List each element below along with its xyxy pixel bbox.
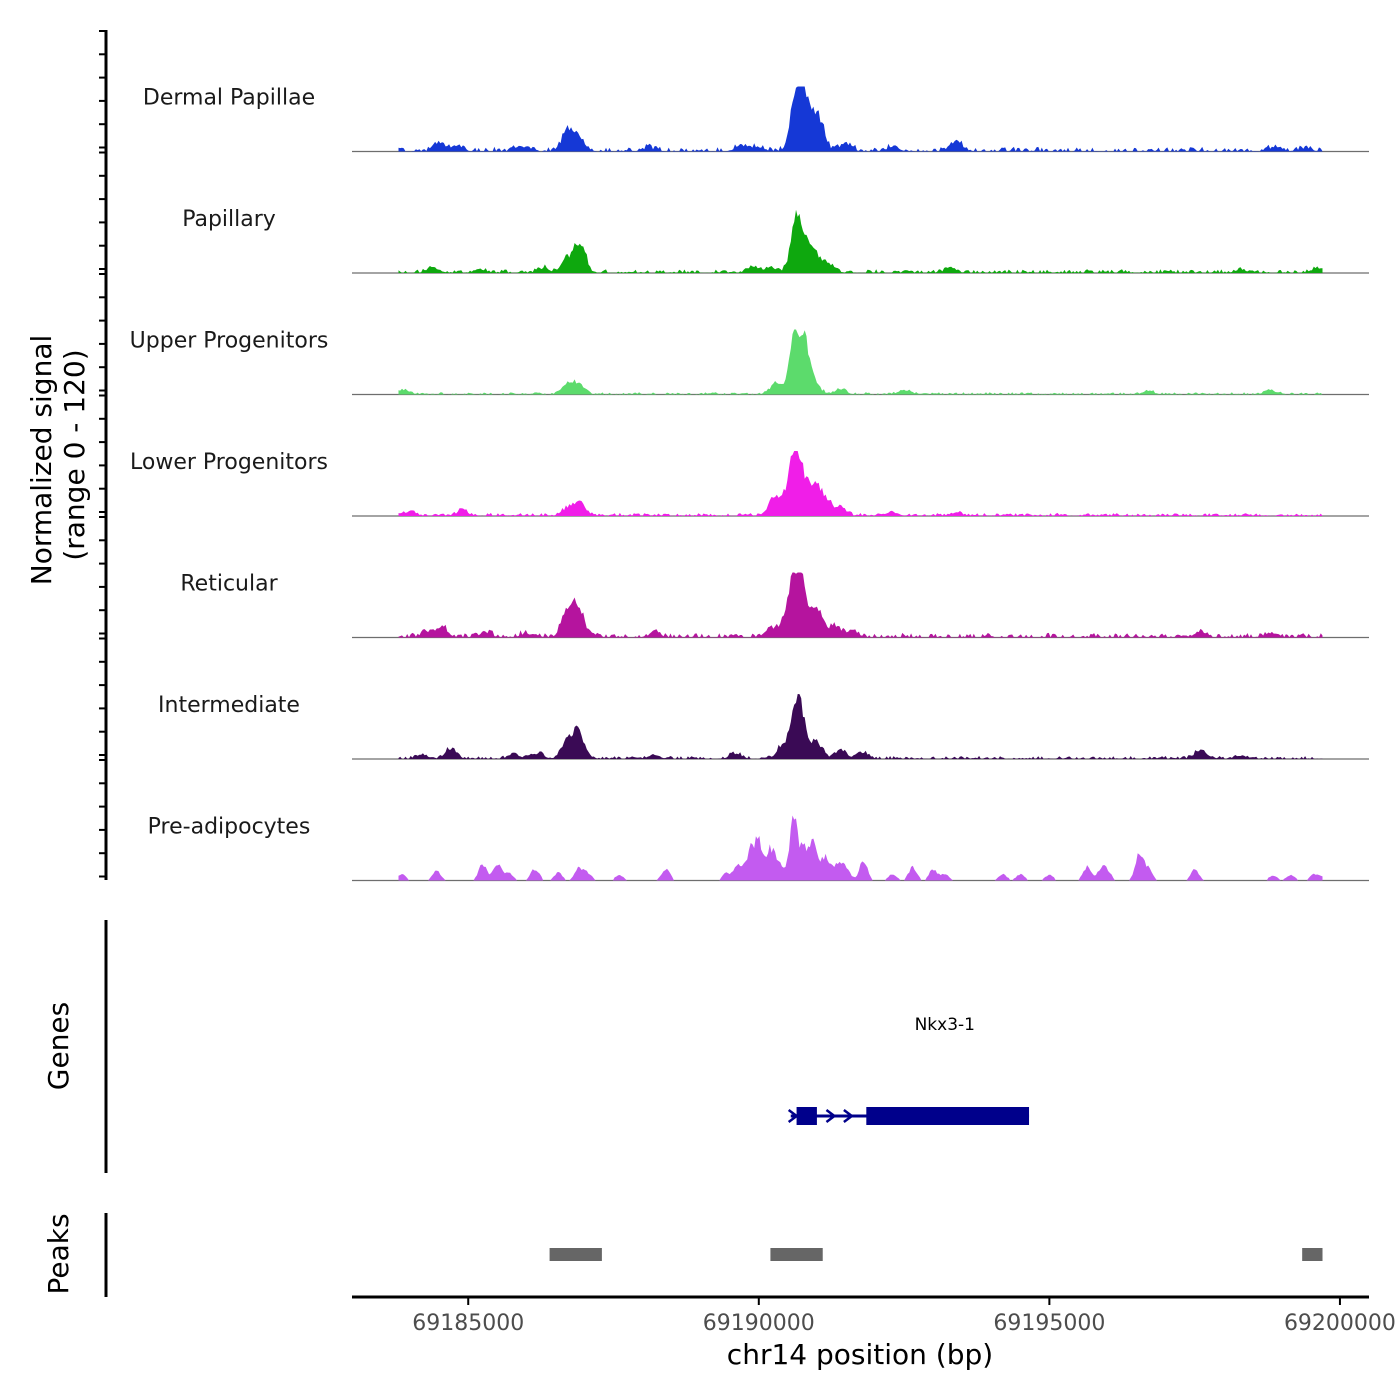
track-label: Lower Progenitors <box>130 450 328 475</box>
strand-arrow <box>787 1109 799 1123</box>
peak-region <box>770 1248 823 1261</box>
signal-tracks: Dermal Papillae Papillary Upper Progenitor… <box>130 86 1369 882</box>
signal-area <box>398 86 1323 152</box>
signal-area <box>398 209 1323 273</box>
peak-region <box>549 1248 602 1261</box>
x-axis-ticks: 69185000 69190000 69195000 69200000 <box>412 1297 1396 1336</box>
signal-area <box>398 815 1323 881</box>
y-axis-title-line2: (range 0 - 120) <box>58 349 91 560</box>
track-label: Papillary <box>182 207 276 232</box>
signal-area <box>398 451 1323 516</box>
track-reticular: Reticular <box>180 572 1369 639</box>
signal-y-ticks <box>99 30 106 878</box>
signal-area <box>398 329 1323 395</box>
x-tick-label: 69185000 <box>412 1311 524 1336</box>
track-pre-adipocytes: Pre-adipocytes <box>148 815 1369 882</box>
x-axis-title: chr14 position (bp) <box>727 1338 993 1371</box>
gene-exon <box>796 1107 817 1125</box>
track-label: Reticular <box>180 572 278 597</box>
genes-track-title: Genes <box>42 1002 75 1090</box>
signal-area <box>398 694 1323 759</box>
signal-area <box>398 572 1323 638</box>
gene-label-nkx3-1: Nkx3-1 <box>915 1015 975 1035</box>
gene-track: Nkx3-1 <box>787 1015 1030 1125</box>
track-label: Intermediate <box>158 693 300 718</box>
track-lower-progenitors: Lower Progenitors <box>130 450 1369 517</box>
x-tick-label: 69200000 <box>1284 1311 1396 1336</box>
x-tick-label: 69190000 <box>703 1311 815 1336</box>
gene-exon <box>866 1107 1030 1125</box>
peak-region <box>1302 1248 1323 1261</box>
x-tick-label: 69195000 <box>993 1311 1105 1336</box>
track-dermal-papillae: Dermal Papillae <box>143 86 1369 153</box>
track-upper-progenitors: Upper Progenitors <box>130 329 1369 396</box>
track-papillary: Papillary <box>182 207 1369 274</box>
track-label: Upper Progenitors <box>130 329 329 354</box>
track-label: Pre-adipocytes <box>148 815 311 840</box>
peaks-track <box>549 1248 1323 1261</box>
track-label: Dermal Papillae <box>143 86 315 111</box>
peaks-track-title: Peaks <box>42 1213 75 1294</box>
y-axis-title-line1: Normalized signal <box>25 335 58 586</box>
strand-arrow <box>825 1109 837 1123</box>
track-intermediate: Intermediate <box>158 693 1369 760</box>
strand-arrow <box>843 1109 854 1123</box>
